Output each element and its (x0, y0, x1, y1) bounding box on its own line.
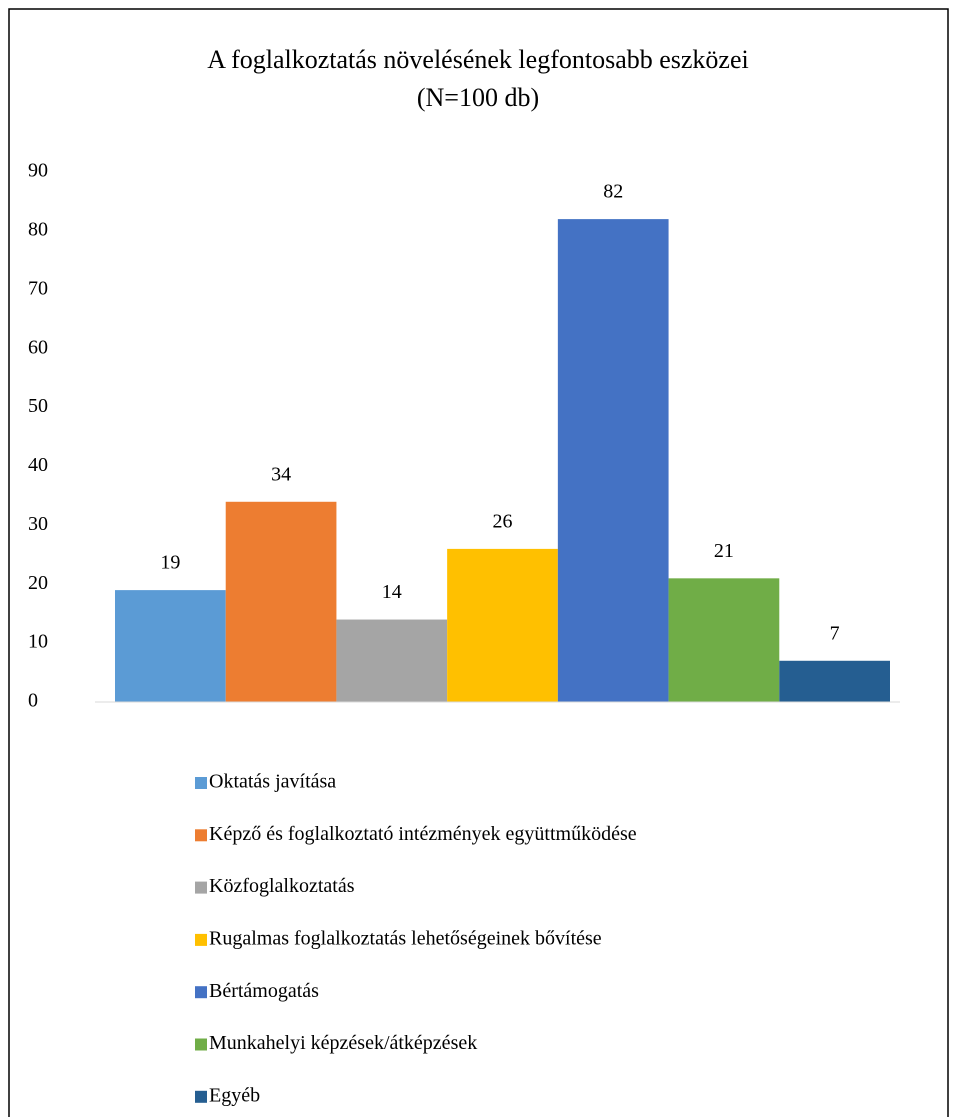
bar (557, 219, 669, 702)
chart-title: A foglalkoztatás növelésének legfontosab… (207, 45, 748, 74)
y-tick-label: 40 (28, 454, 48, 476)
data-label: 34 (271, 463, 291, 485)
legend-label: Közfoglalkoztatás (209, 875, 355, 897)
data-label: 82 (603, 181, 623, 203)
chart-subtitle: (N=100 db) (417, 83, 539, 112)
y-tick-label: 60 (28, 336, 48, 358)
legend-swatch (195, 881, 207, 894)
data-label: 19 (160, 552, 180, 574)
data-label: 14 (382, 581, 402, 603)
data-label: 26 (493, 510, 513, 532)
y-tick-label: 50 (28, 395, 48, 417)
legend-swatch (195, 986, 207, 999)
bar (447, 548, 558, 702)
legend-label: Munkahelyi képzések/átképzések (209, 1032, 477, 1054)
chart-border (8, 8, 949, 1117)
y-tick-label: 70 (28, 277, 48, 299)
legend-label: Képző és foglalkoztató intézmények együt… (209, 823, 637, 845)
data-label: 7 (830, 622, 840, 644)
y-tick-label: 90 (28, 160, 48, 182)
bar (668, 578, 780, 702)
legend-label: Oktatás javítása (209, 771, 336, 793)
legend-label: Egyéb (209, 1084, 260, 1106)
y-tick-label: 30 (28, 513, 48, 535)
legend-label: Rugalmas foglalkoztatás lehetőségeinek b… (209, 927, 602, 949)
y-tick-label: 20 (28, 572, 48, 594)
legend-swatch (195, 1038, 207, 1051)
y-tick-label: 0 (28, 690, 38, 712)
legend-swatch (195, 777, 207, 789)
bar (779, 660, 890, 702)
data-label: 21 (714, 540, 734, 562)
bar (336, 619, 448, 702)
legend-swatch (195, 933, 207, 946)
legend-swatch (195, 1090, 207, 1103)
legend-swatch (195, 829, 207, 842)
bar (115, 590, 226, 702)
y-tick-label: 10 (28, 631, 48, 653)
bar (225, 501, 337, 702)
legend-label: Bértámogatás (209, 980, 319, 1002)
y-tick-label: 80 (28, 218, 48, 240)
